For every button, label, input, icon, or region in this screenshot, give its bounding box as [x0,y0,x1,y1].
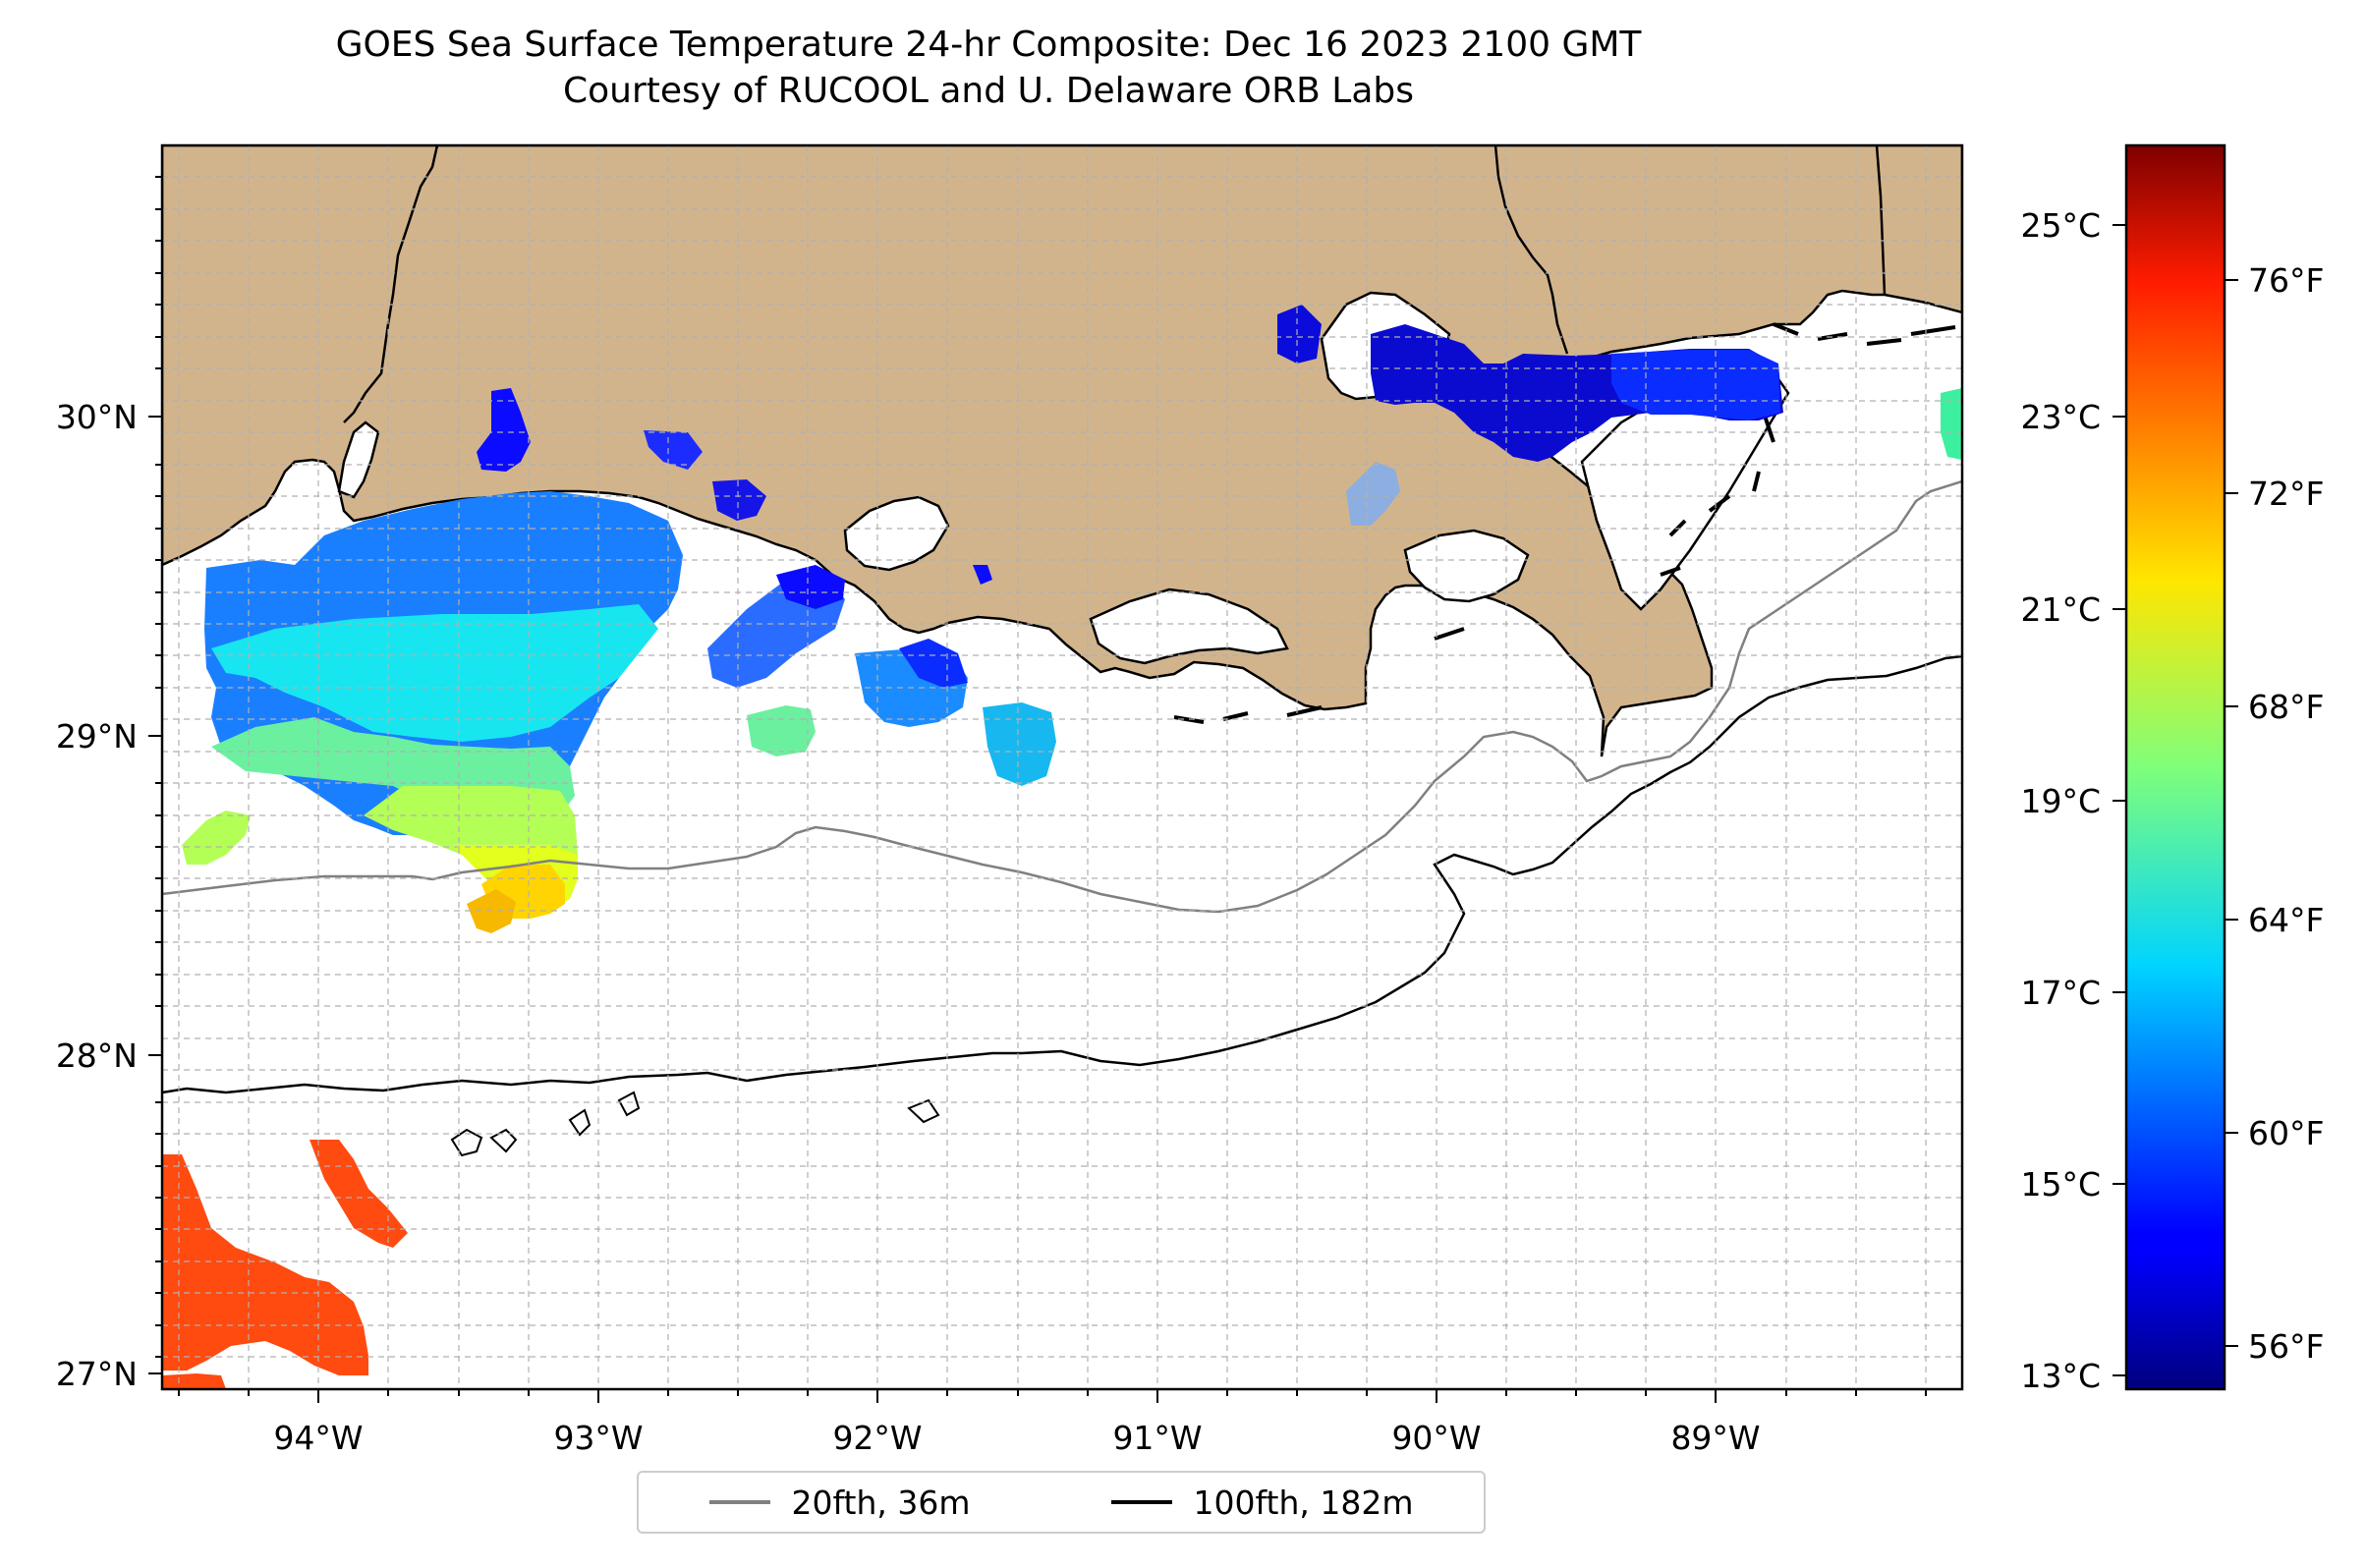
colorbar-celsius-label: 17°C [2020,974,2101,1012]
chart-title: GOES Sea Surface Temperature 24-hr Compo… [0,22,1977,114]
sst-patch [1611,350,1780,420]
colorbar-fahrenheit-label: 64°F [2248,901,2324,939]
colorbar-celsius-label: 21°C [2020,590,2101,629]
sst-patch [1346,462,1400,526]
isobath-100fth [162,654,1962,1094]
lon-tick-label: 92°W [832,1419,922,1457]
colorbar-celsius-label: 13°C [2020,1357,2101,1395]
sst-patch [747,705,816,756]
sst-patch [1277,305,1322,364]
colorbar-celsius-label: 23°C [2020,398,2101,436]
colorbar-celsius-label: 19°C [2020,782,2101,820]
lon-tick-marks [178,1389,1927,1403]
barataria-bay [1403,529,1530,603]
sst-patch [211,604,658,742]
lat-tick-label: 29°N [56,717,138,756]
sst-patch [776,565,845,609]
sst-patch [162,1373,226,1389]
sst-patch [973,565,992,585]
sst-patches [162,305,1962,1389]
lon-tick-label: 94°W [273,1419,363,1457]
state-border-ms-al [1875,145,1887,296]
colorbar: 13°C 15°C 17°C 19°C 21°C 23°C 25°C 56°F … [2020,143,2324,1395]
lat-tick-label: 30°N [56,398,138,436]
lon-tick-labels: 94°W 93°W 92°W 91°W 90°W 89°W [273,1419,1760,1457]
title-line-2: Courtesy of RUCOOL and U. Delaware ORB L… [562,71,1415,111]
legend-label: 100fth, 182m [1193,1483,1414,1522]
lat-tick-labels: 30°N 29°N 28°N 27°N [56,398,138,1393]
legend-item-20fth: 20fth, 36m [708,1483,971,1522]
colorbar-gradient [2124,143,2226,1391]
vermilion-bay [843,495,950,572]
lat-tick-label: 28°N [56,1036,138,1075]
gridlines [162,145,1962,1389]
sst-patch [162,1154,368,1375]
legend-item-100fth: 100fth, 182m [1110,1483,1414,1522]
lon-tick-label: 93°W [553,1419,643,1457]
map-frame [160,143,1964,1391]
sst-patch [477,388,531,472]
sst-patch [899,639,968,688]
terrebonne-bays [1089,588,1289,665]
sst-patch [310,1140,408,1248]
lon-tick-label: 90°W [1391,1419,1481,1457]
isobath-20fth [162,479,1962,914]
colorbar-fahrenheit-label: 72°F [2248,475,2324,513]
colorbar-celsius-label: 15°C [2020,1165,2101,1204]
state-border-tx-la [343,145,439,423]
legend-line-gray [708,1500,770,1504]
legend-label: 20fth, 36m [791,1483,971,1522]
colorbar-fahrenheit-label: 76°F [2248,261,2324,300]
legend-line-black [1110,1500,1172,1504]
sst-patch [1941,388,1962,460]
colorbar-fahrenheit-label: 60°F [2248,1114,2324,1152]
lon-tick-label: 91°W [1112,1419,1202,1457]
sst-patch [644,430,703,470]
colorbar-fahrenheit-label: 56°F [2248,1327,2324,1366]
sst-patch [983,702,1056,786]
colorbar-fahrenheit-label: 68°F [2248,688,2324,726]
isobath-islands [450,1091,940,1157]
sst-patch [182,811,251,865]
colorbar-fahrenheit-ticks [2225,279,2238,1347]
lon-tick-label: 89°W [1670,1419,1760,1457]
title-line-1: GOES Sea Surface Temperature 24-hr Compo… [335,25,1642,65]
state-border-la-ms [1493,145,1569,355]
colorbar-celsius-ticks [2113,224,2126,1376]
legend: 20fth, 36m 100fth, 182m [637,1471,1486,1534]
lat-tick-label: 27°N [56,1355,138,1393]
lat-tick-marks [148,176,162,1374]
sst-patch [712,479,766,521]
colorbar-celsius-label: 25°C [2020,206,2101,245]
